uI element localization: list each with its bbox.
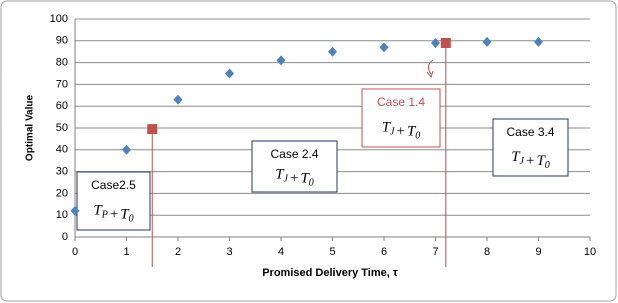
- annotation-arrowhead: [426, 70, 434, 79]
- formula-sub: 0: [545, 160, 550, 171]
- y-tick-label: 10: [56, 209, 68, 221]
- point: [70, 205, 80, 216]
- formula-base: T: [120, 207, 130, 223]
- annotation-title: Case 3.4: [506, 125, 554, 139]
- y-tick-label: 90: [56, 35, 68, 47]
- y-tick-label: 60: [56, 100, 68, 112]
- x-tick-label: 1: [123, 246, 129, 258]
- annotation-title: Case 1.4: [377, 95, 425, 109]
- y-axis-title: Optimal Value: [25, 94, 36, 161]
- annotation-arrow: [427, 59, 434, 75]
- formula-op: +: [526, 153, 534, 169]
- formula-sub: 0: [415, 131, 420, 142]
- formula-base: T: [407, 124, 417, 140]
- x-tick-label: 8: [484, 246, 490, 258]
- y-tick-label: 40: [56, 144, 68, 156]
- formula-sub: 0: [129, 214, 134, 225]
- annotation-box: [76, 171, 151, 231]
- annotation-title: Case 2.4: [270, 147, 318, 161]
- formula-base: T: [275, 167, 285, 183]
- x-tick-label: 4: [278, 246, 284, 258]
- point: [379, 42, 389, 53]
- annotation-formula: TJ + T0: [275, 167, 314, 189]
- y-tick-label: 100: [50, 13, 68, 25]
- annotation-box: [361, 88, 441, 148]
- formula-base: T: [536, 153, 546, 169]
- annotation-box: [492, 118, 569, 177]
- annotation-formula: TJ + T0: [511, 149, 550, 171]
- annotation-formula: TJ + T0: [382, 120, 421, 142]
- formula-op: +: [396, 124, 404, 140]
- formula-sub: P: [101, 210, 108, 221]
- x-tick-label: 7: [432, 246, 438, 258]
- formula-sub: J: [390, 127, 395, 138]
- annotation-formula: TP + T0: [93, 203, 133, 225]
- formula-op: +: [110, 207, 118, 223]
- point: [225, 68, 234, 79]
- x-axis-title: Promised Delivery Time, τ: [262, 267, 398, 279]
- formula-sub: J: [284, 174, 289, 185]
- x-tick-label: 9: [535, 246, 541, 258]
- x-tick-label: 6: [381, 246, 387, 258]
- point: [147, 124, 158, 135]
- x-tick-label: 3: [226, 246, 232, 258]
- x-tick-label: 5: [329, 246, 335, 258]
- point: [440, 37, 451, 48]
- formula-sub: J: [520, 156, 525, 167]
- y-tick-label: 80: [56, 57, 68, 69]
- formula-op: +: [290, 171, 298, 187]
- point: [276, 55, 286, 66]
- annotation-box: [251, 140, 338, 193]
- x-tick-label: 2: [175, 246, 181, 258]
- point: [122, 144, 131, 155]
- y-tick-label: 0: [62, 231, 68, 243]
- formula-base: T: [382, 120, 392, 136]
- formula-base: T: [93, 203, 103, 219]
- point: [482, 36, 492, 47]
- point: [173, 94, 183, 105]
- x-tick-label: 0: [72, 246, 78, 258]
- point: [534, 36, 543, 47]
- y-tick-label: 20: [56, 187, 68, 199]
- y-tick-label: 70: [56, 78, 68, 90]
- formula-sub: 0: [309, 178, 314, 189]
- point: [431, 37, 440, 48]
- annotation-title: Case2.5: [91, 178, 136, 192]
- y-tick-label: 30: [56, 166, 68, 178]
- point: [328, 46, 337, 57]
- formula-base: T: [511, 149, 521, 165]
- y-tick-label: 50: [56, 122, 68, 134]
- x-tick-label: 10: [584, 246, 596, 258]
- formula-base: T: [300, 171, 310, 187]
